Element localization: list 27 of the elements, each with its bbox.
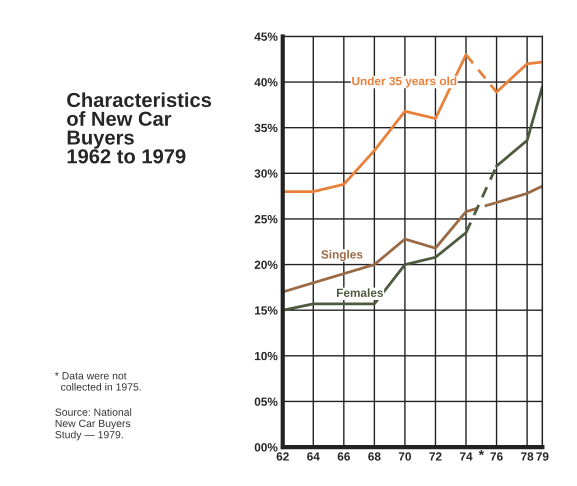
y-tick-label: 10% [254,352,278,360]
x-tick-label: 76 [490,452,503,461]
y-tick-label: 40% [254,78,278,86]
y-tick-label: 20% [254,260,278,269]
x-tick-label: 66 [338,452,350,461]
series-label: Females [336,288,383,297]
x-tick-label: 78 [521,452,534,461]
series-label: Singles [321,250,362,261]
x-tick-label: 68 [368,452,381,461]
x-tick-label: 74 [460,452,473,461]
y-tick-label: 35% [254,124,278,132]
text: * Data were not collected in 1975. [54,372,141,391]
x-tick-label: 62 [276,452,289,461]
y-tick-label: 30% [254,169,278,178]
x-tick-label: 70 [398,452,411,461]
y-tick-label: 25% [254,215,278,224]
x-tick-label: 64 [307,452,320,461]
y-tick-label: 00% [254,443,278,452]
text: * [478,450,484,456]
y-tick-label: 05% [254,398,278,406]
source-note: Source: National New Car Buyers Study — 1979. [55,408,132,440]
x-tick-label: 79 [536,452,549,461]
series-label: Under 35 years old [352,76,456,88]
y-tick-label: 15% [254,306,278,315]
text: Characteristics of New Car Buyers 1962 to 1979 [67,92,212,164]
y-tick-label: 45% [254,32,278,41]
x-tick-label: 72 [429,452,442,461]
